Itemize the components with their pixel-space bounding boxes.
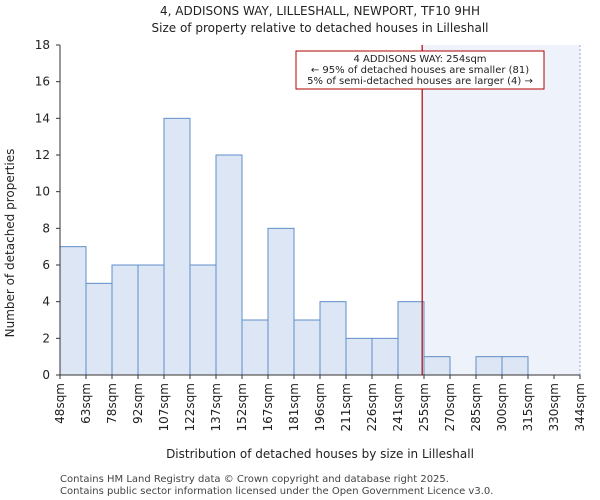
bar xyxy=(397,301,425,376)
x-tick-label: 48sqm xyxy=(53,383,67,424)
x-tick-label: 92sqm xyxy=(131,383,145,424)
x-tick-label: 122sqm xyxy=(183,383,197,431)
highlight-region xyxy=(422,45,580,375)
bar xyxy=(85,282,113,376)
x-tick-label: 211sqm xyxy=(339,383,353,431)
x-tick-label: 315sqm xyxy=(521,383,535,431)
bar xyxy=(163,117,191,376)
x-tick-label: 107sqm xyxy=(157,383,171,431)
annotation-box xyxy=(295,50,545,90)
y-tick-label: 2 xyxy=(42,331,50,345)
footer-line-2: Contains public sector information licen… xyxy=(60,486,493,497)
x-tick-label: 330sqm xyxy=(547,383,561,431)
bar xyxy=(345,337,373,376)
x-tick-label: 181sqm xyxy=(287,383,301,431)
y-tick-label: 10 xyxy=(35,185,50,199)
annotation-line: 4 ADDISONS WAY: 254sqm xyxy=(353,54,486,65)
bar xyxy=(319,301,347,376)
x-tick-label: 270sqm xyxy=(443,383,457,431)
x-tick-label: 167sqm xyxy=(261,383,275,431)
y-tick-label: 14 xyxy=(35,111,50,125)
y-tick-label: 12 xyxy=(35,148,50,162)
x-tick-label: 285sqm xyxy=(469,383,483,431)
bar xyxy=(189,264,217,376)
bar xyxy=(215,154,243,376)
x-tick-label: 63sqm xyxy=(79,383,93,424)
bar xyxy=(137,264,165,376)
x-axis-label: Distribution of detached houses by size … xyxy=(166,447,474,461)
chart-title: 4, ADDISONS WAY, LILLESHALL, NEWPORT, TF… xyxy=(160,4,480,18)
bar xyxy=(371,337,399,376)
annotation-line: ← 95% of detached houses are smaller (81… xyxy=(311,65,529,76)
x-tick-label: 226sqm xyxy=(365,383,379,431)
y-axis-label: Number of detached properties xyxy=(3,149,17,338)
bar xyxy=(111,264,139,376)
bar xyxy=(423,356,451,376)
bar xyxy=(267,227,295,376)
x-tick-label: 152sqm xyxy=(235,383,249,431)
x-tick-label: 255sqm xyxy=(417,383,431,431)
x-tick-label: 344sqm xyxy=(573,383,587,431)
bar xyxy=(59,246,87,376)
chart-subtitle: Size of property relative to detached ho… xyxy=(152,21,489,35)
bar xyxy=(475,356,503,376)
bar xyxy=(293,319,321,376)
bar xyxy=(501,356,529,376)
x-tick-label: 78sqm xyxy=(105,383,119,424)
y-tick-label: 0 xyxy=(42,368,50,382)
x-tick-label: 300sqm xyxy=(495,383,509,431)
y-tick-label: 16 xyxy=(35,75,50,89)
bar xyxy=(241,319,269,376)
plot-area: 0 2 4 6 8 10 12 14 16 18 48sqm 63sqm 78sqm 92sqm 107sq… xyxy=(35,38,587,431)
annotation-line: 5% of semi-detached houses are larger (4… xyxy=(307,76,533,87)
footer-line-1: Contains HM Land Registry data © Crown c… xyxy=(60,474,449,485)
y-tick-label: 18 xyxy=(35,38,50,52)
x-tick-label: 241sqm xyxy=(391,383,405,431)
x-tick-label: 196sqm xyxy=(313,383,327,431)
x-tick-label: 137sqm xyxy=(209,383,223,431)
y-tick-label: 8 xyxy=(42,221,50,235)
y-tick-label: 4 xyxy=(42,295,50,309)
y-tick-label: 6 xyxy=(42,258,50,272)
